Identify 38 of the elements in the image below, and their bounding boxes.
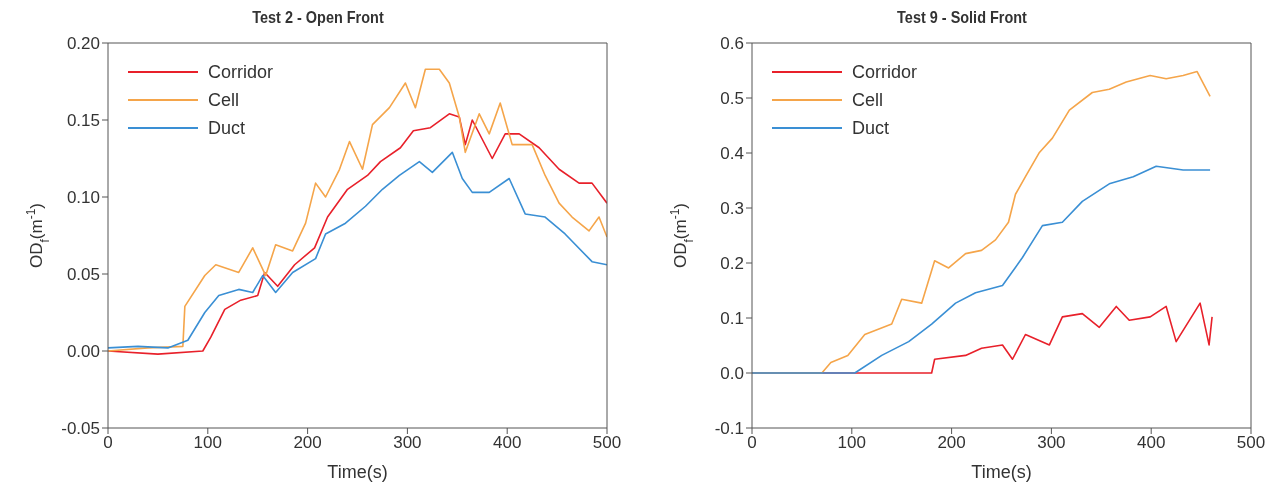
y-tick-label: 0.05 — [66, 265, 100, 285]
legend-label: Corridor — [852, 61, 918, 84]
line-series — [752, 165, 1211, 374]
y-tick-label: 0.6 — [720, 34, 744, 54]
x-tick-label: 100 — [193, 433, 222, 453]
legend-label: Corridor — [208, 61, 274, 84]
y-tick-label: 0.00 — [66, 342, 100, 362]
legend-label: Duct — [208, 117, 246, 140]
legend-label: Cell — [852, 89, 884, 112]
x-tick-label: 0 — [103, 433, 113, 453]
x-axis-title: Time(s) — [327, 462, 388, 482]
x-tick-label: 500 — [1236, 433, 1266, 453]
y-tick-label: 0.2 — [720, 254, 744, 274]
chart-title: Test 9 - Solid Front — [896, 8, 1028, 29]
legend-label: Cell — [208, 89, 240, 112]
x-tick-label: 400 — [1137, 433, 1166, 453]
y-tick-label: 0.10 — [66, 188, 100, 208]
y-tick-label: 0.4 — [720, 144, 744, 164]
x-tick-label: 400 — [493, 433, 522, 453]
legend-label: Duct — [852, 117, 890, 140]
x-tick-label: 500 — [592, 433, 622, 453]
y-tick-label: 0.1 — [720, 309, 744, 329]
line-series — [108, 151, 607, 349]
x-tick-label: 200 — [937, 433, 966, 453]
x-axis-title: Time(s) — [971, 462, 1032, 482]
y-tick-label: -0.05 — [61, 419, 100, 439]
x-tick-label: 0 — [747, 433, 757, 453]
x-tick-label: 200 — [293, 433, 322, 453]
x-tick-label: 100 — [837, 433, 866, 453]
y-tick-label: 0.15 — [66, 111, 100, 131]
chart-title: Test 2 - Open Front — [251, 8, 385, 29]
y-tick-label: 0.5 — [720, 89, 744, 109]
x-tick-label: 300 — [393, 433, 422, 453]
y-tick-label: 0.0 — [720, 364, 744, 384]
y-tick-label: 0.3 — [720, 199, 744, 219]
y-tick-label: 0.20 — [66, 34, 100, 54]
y-tick-label: -0.1 — [714, 419, 744, 439]
x-tick-label: 300 — [1037, 433, 1066, 453]
